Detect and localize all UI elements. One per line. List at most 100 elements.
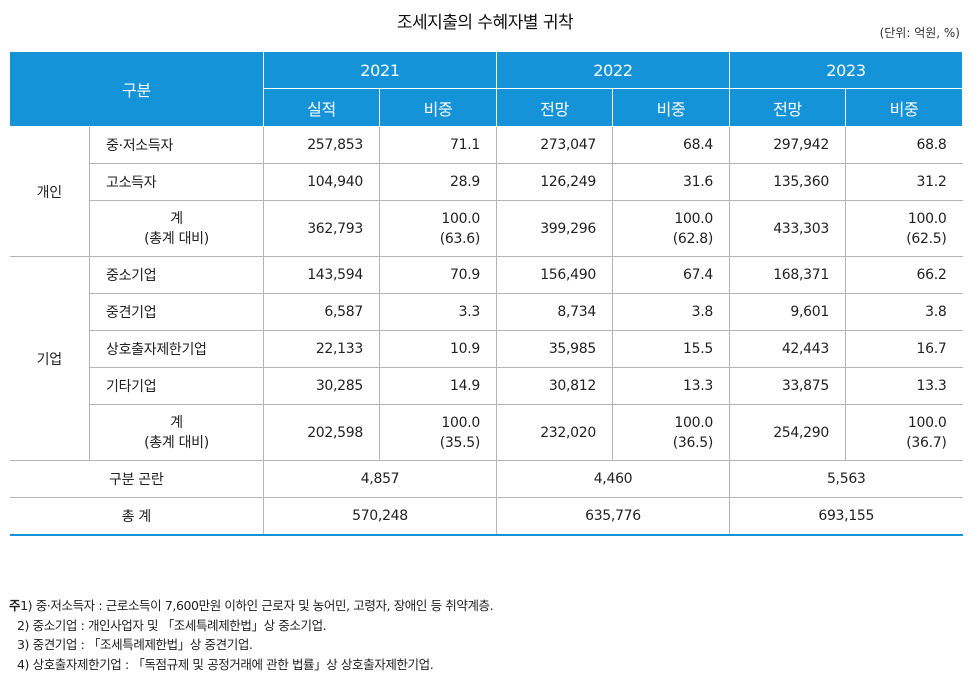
footnote-line: 4) 상호출자제한기업 : 「독점규제 및 공정거래에 관한 법률」상 상호출자…	[17, 656, 434, 672]
cell-value: 3.8	[845, 293, 963, 331]
grand-total-row: 총 계 570,248 635,776 693,155	[9, 497, 963, 536]
header-year-2023: 2023	[729, 51, 963, 89]
cell-value: 143,594	[263, 256, 380, 294]
table-row: 기타기업 30,285 14.9 30,812 13.3 33,875 13.3	[10, 367, 963, 405]
cell-share: 100.0	[907, 210, 947, 227]
cell-share-ratio: (35.5)	[439, 434, 481, 451]
cell-value: 399,296	[496, 200, 613, 257]
group-individual: 개인	[9, 126, 90, 257]
cell-share-ratio: (36.5)	[672, 434, 714, 451]
cell-value: 66.2	[845, 256, 963, 294]
cell-value: 28.9	[379, 163, 497, 201]
row-label: 고소득자	[89, 163, 264, 201]
cell-value: 4,460	[496, 460, 730, 498]
table-title: 조세지출의 수혜자별 귀착	[396, 13, 574, 33]
cell-value: 15.5	[612, 330, 730, 368]
header-year-2022: 2022	[496, 51, 730, 89]
cell-value: 8,734	[496, 293, 613, 331]
header-category: 구분	[9, 51, 264, 127]
header-2021-actual: 실적	[263, 88, 380, 127]
footnotes: 주1) 중·저소득자 : 근로소득이 7,600만원 이하인 근로자 및 농어민…	[9, 596, 494, 674]
cell-value: 273,047	[496, 126, 613, 164]
unit-label: (단위: 억원, %)	[879, 26, 960, 40]
cell-share: 100.0	[907, 414, 947, 431]
footnote-line: 3) 중견기업 : 「조세특례제한법」상 중견기업.	[17, 637, 253, 652]
subtotal-label: 계 (총계 대비)	[89, 404, 264, 461]
cell-value: 30,812	[496, 367, 613, 405]
cell-value: 100.0 (62.5)	[845, 200, 963, 257]
cell-value: 156,490	[496, 256, 613, 294]
cell-value: 4,857	[263, 460, 497, 498]
cell-value: 71.1	[379, 126, 497, 164]
cell-value: 232,020	[496, 404, 613, 461]
row-label: 구분 곤란	[9, 460, 264, 498]
table-row: 중견기업 6,587 3.3 8,734 3.8 9,601 3.8	[10, 293, 963, 331]
header-2023-forecast: 전망	[729, 88, 846, 127]
cell-value: 13.3	[612, 367, 730, 405]
cell-value: 6,587	[263, 293, 380, 331]
cell-value: 35,985	[496, 330, 613, 368]
table-row: 기업 중소기업 143,594 70.9 156,490 67.4 168,37…	[9, 256, 963, 461]
cell-share: 100.0	[674, 210, 713, 227]
cell-share-ratio: (63.6)	[439, 230, 481, 247]
subtotal-row-individual: 계 (총계 대비) 362,793 100.0 (63.6) 399,296 1…	[10, 200, 963, 257]
row-label: 중견기업	[89, 293, 264, 331]
cell-value: 104,940	[263, 163, 380, 201]
table-row: 개인 중·저소득자 257,853 71.1 273,047 68.4 297,…	[9, 126, 963, 257]
cell-value: 100.0 (35.5)	[379, 404, 497, 461]
cell-value: 433,303	[729, 200, 846, 257]
group-company: 기업	[9, 256, 90, 461]
subtotal-label-line2: (총계 대비)	[144, 434, 209, 451]
cell-value: 68.8	[845, 126, 963, 164]
cell-share: 100.0	[441, 210, 480, 227]
cell-value: 570,248	[263, 497, 497, 536]
footnote-text: 1) 중·저소득자 : 근로소득이 7,600만원 이하인 근로자 및 농어민,…	[20, 598, 494, 613]
cell-value: 635,776	[496, 497, 730, 536]
cell-value: 31.2	[845, 163, 963, 201]
cell-value: 16.7	[845, 330, 963, 368]
table-row: 상호출자제한기업 22,133 10.9 35,985 15.5 42,443 …	[10, 330, 963, 368]
footnote-line: 2) 중소기업 : 개인사업자 및 「조세특례제한법」상 중소기업.	[17, 617, 327, 633]
footnote-line: 주1) 중·저소득자 : 근로소득이 7,600만원 이하인 근로자 및 농어민…	[9, 596, 494, 616]
cell-share: 100.0	[441, 414, 480, 431]
header-row-years: 구분 2021 2022 2023	[9, 51, 963, 127]
subtotal-row-company: 계 (총계 대비) 202,598 100.0 (35.5) 232,020 1…	[10, 404, 963, 461]
table-row: 고소득자 104,940 28.9 126,249 31.6 135,360 3…	[10, 163, 963, 201]
cell-value: 22,133	[263, 330, 380, 368]
cell-value: 14.9	[379, 367, 497, 405]
cell-value: 13.3	[845, 367, 963, 405]
cell-value: 10.9	[379, 330, 497, 368]
cell-value: 254,290	[729, 404, 846, 461]
footnote-prefix: 주	[9, 598, 21, 613]
cell-share-ratio: (62.5)	[906, 230, 947, 247]
cell-value: 70.9	[379, 256, 497, 294]
row-label: 상호출자제한기업	[89, 330, 264, 368]
tax-expenditure-table: 구분 2021 2022 2023 실적 비중 전망 비중 전망 비중 개인 중…	[9, 51, 963, 536]
cell-value: 30,285	[263, 367, 380, 405]
cell-value: 100.0 (62.8)	[612, 200, 730, 257]
unclassified-row: 구분 곤란 4,857 4,460 5,563	[9, 460, 963, 498]
header-2021-share: 비중	[379, 88, 497, 127]
header-2022-forecast: 전망	[496, 88, 613, 127]
row-label: 기타기업	[89, 367, 264, 405]
cell-value: 168,371	[729, 256, 846, 294]
row-label: 중·저소득자	[89, 126, 264, 164]
cell-value: 126,249	[496, 163, 613, 201]
header-row-sub: 실적 비중 전망 비중 전망 비중	[10, 88, 963, 127]
header-year-2021: 2021	[263, 51, 497, 89]
subtotal-label-line1: 계	[170, 210, 183, 227]
cell-value: 67.4	[612, 256, 730, 294]
cell-value: 5,563	[729, 460, 963, 498]
header-2023-share: 비중	[845, 88, 963, 127]
cell-value: 3.3	[379, 293, 497, 331]
cell-value: 3.8	[612, 293, 730, 331]
cell-value: 257,853	[263, 126, 380, 164]
cell-value: 135,360	[729, 163, 846, 201]
cell-value: 33,875	[729, 367, 846, 405]
cell-value: 31.6	[612, 163, 730, 201]
cell-value: 202,598	[263, 404, 380, 461]
cell-value: 100.0 (36.5)	[612, 404, 730, 461]
cell-value: 693,155	[729, 497, 963, 536]
row-label: 총 계	[9, 497, 264, 536]
cell-value: 68.4	[612, 126, 730, 164]
